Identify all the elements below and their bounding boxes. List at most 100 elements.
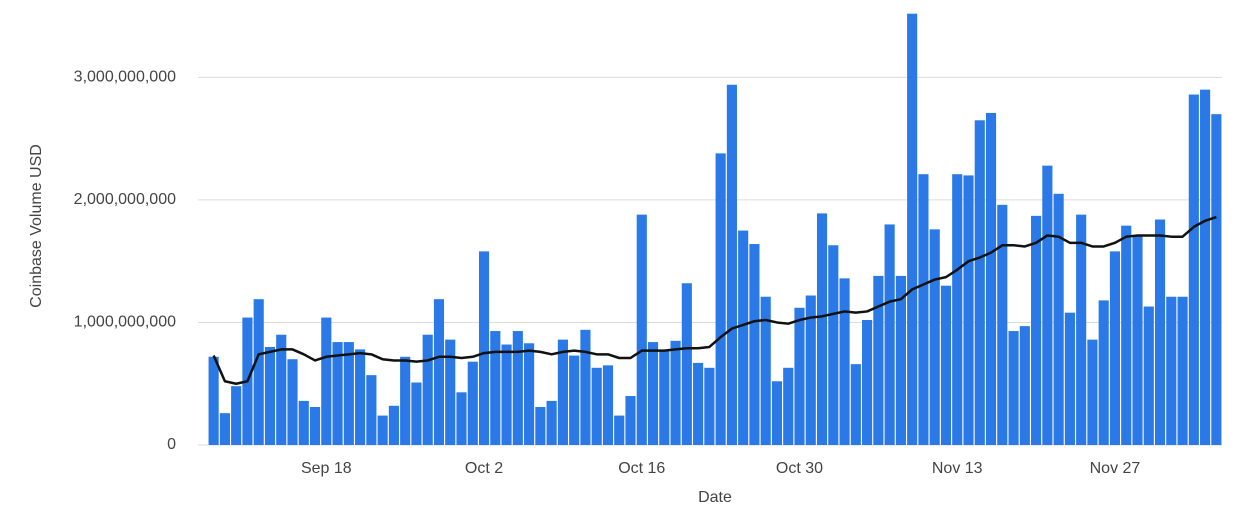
bar xyxy=(355,349,366,445)
bar xyxy=(1008,331,1019,445)
bar xyxy=(535,407,546,445)
bar xyxy=(1211,114,1222,445)
x-axis-label: Date xyxy=(698,489,732,506)
bar xyxy=(287,359,298,445)
bar xyxy=(445,339,456,445)
bar xyxy=(1053,193,1064,445)
bar xyxy=(1076,214,1087,445)
bar xyxy=(264,346,276,445)
bar xyxy=(1166,296,1177,445)
bar xyxy=(332,342,343,445)
bar xyxy=(704,367,715,445)
y-tick-label: 2,000,000,000 xyxy=(74,191,176,208)
x-tick-label: Sep 18 xyxy=(301,460,352,477)
bar xyxy=(918,174,929,445)
bar xyxy=(850,364,861,445)
bar xyxy=(1177,296,1188,445)
bar xyxy=(952,174,963,445)
x-tick-label: Oct 2 xyxy=(465,460,503,477)
bar xyxy=(1098,300,1109,445)
bar xyxy=(760,296,771,445)
bar xyxy=(1109,251,1121,445)
bar xyxy=(873,275,884,445)
bar xyxy=(569,355,580,445)
bar xyxy=(670,340,681,445)
bar xyxy=(929,229,940,445)
y-tick-label: 0 xyxy=(167,436,176,453)
bar xyxy=(433,299,445,445)
bar xyxy=(738,230,749,445)
bar xyxy=(467,361,478,445)
bar xyxy=(501,344,512,445)
bar xyxy=(647,342,659,445)
bar xyxy=(940,285,952,445)
bar xyxy=(1143,306,1154,445)
bar xyxy=(422,334,433,445)
bar xyxy=(309,407,321,445)
bar xyxy=(366,375,377,445)
x-tick-label: Nov 13 xyxy=(932,460,983,477)
bar xyxy=(208,356,219,445)
bar xyxy=(524,343,535,445)
bar xyxy=(636,214,647,445)
bar xyxy=(907,13,918,445)
bar xyxy=(377,415,388,445)
bar xyxy=(602,365,614,445)
bar xyxy=(794,307,805,445)
bar xyxy=(963,175,974,445)
bar xyxy=(614,415,625,445)
bar xyxy=(771,381,783,445)
bar xyxy=(895,275,906,445)
bar xyxy=(298,400,309,445)
bar xyxy=(546,400,557,445)
bar xyxy=(997,204,1008,445)
bar xyxy=(276,334,287,445)
bar xyxy=(974,120,985,446)
bar xyxy=(591,367,602,445)
bar xyxy=(659,350,670,445)
bar xyxy=(625,395,636,445)
bar xyxy=(512,331,523,445)
bar xyxy=(862,320,873,445)
moving-average-line xyxy=(212,215,1217,385)
bar xyxy=(783,367,794,445)
bar xyxy=(816,213,828,445)
x-tick-label: Nov 27 xyxy=(1090,460,1141,477)
bar xyxy=(828,245,839,445)
bar xyxy=(1132,235,1143,445)
bar xyxy=(749,244,760,445)
bar xyxy=(456,392,467,445)
bar xyxy=(839,278,850,445)
bar xyxy=(388,405,399,445)
bar xyxy=(219,413,230,445)
bar xyxy=(1154,219,1166,445)
bar xyxy=(1064,312,1075,445)
y-axis-label: Coinbase Volume USD xyxy=(28,144,45,308)
bar xyxy=(1188,94,1199,446)
bar xyxy=(580,329,591,445)
bar xyxy=(1087,339,1098,445)
y-tick-label: 3,000,000,000 xyxy=(74,69,176,86)
bar xyxy=(400,356,411,445)
bar xyxy=(490,331,501,445)
bar xyxy=(715,153,726,445)
bar xyxy=(253,299,264,445)
bar xyxy=(726,84,737,446)
x-tick-label: Oct 30 xyxy=(776,460,823,477)
bar xyxy=(1042,165,1053,445)
bar xyxy=(557,339,568,445)
bar xyxy=(681,283,692,445)
bar xyxy=(884,224,895,445)
y-tick-label: 1,000,000,000 xyxy=(74,314,176,331)
bar xyxy=(1121,225,1132,445)
bar xyxy=(411,382,422,445)
bar xyxy=(478,251,490,445)
bar xyxy=(231,386,242,445)
x-tick-label: Oct 16 xyxy=(618,460,665,477)
bar xyxy=(1200,89,1211,445)
bar xyxy=(985,112,997,446)
bar xyxy=(343,342,354,445)
bar xyxy=(321,317,332,445)
bar xyxy=(1031,215,1042,445)
